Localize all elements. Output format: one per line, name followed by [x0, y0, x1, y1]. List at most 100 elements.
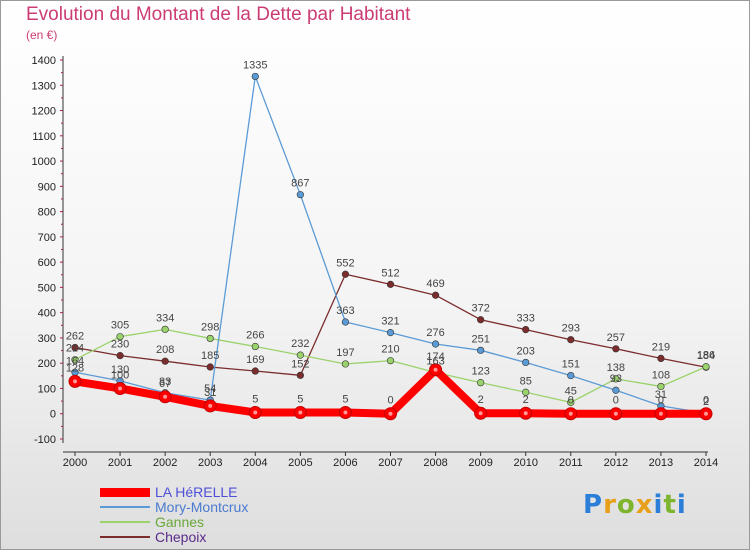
logo-letter: i: [653, 490, 664, 520]
x-tick-label: 2001: [108, 457, 132, 469]
y-tick-label: 1300: [32, 80, 56, 92]
data-point: [341, 360, 350, 368]
data-label: 184: [697, 350, 715, 362]
data-label: 333: [517, 313, 535, 325]
y-tick-label: 600: [38, 257, 56, 269]
data-point: [251, 342, 259, 351]
logo-letter: x: [635, 490, 654, 520]
data-label: 232: [291, 338, 309, 350]
data-point: [251, 367, 259, 375]
x-tick-label: 2004: [243, 457, 267, 469]
data-label: 372: [471, 303, 489, 315]
data-label: 552: [336, 257, 354, 269]
data-label: 230: [111, 339, 129, 351]
data-point-center: [163, 394, 168, 399]
y-tick-label: 1100: [32, 131, 56, 143]
data-point: [431, 291, 440, 299]
legend-label: Gannes: [155, 514, 205, 530]
data-label: 67: [159, 378, 171, 390]
data-label: 0: [658, 395, 664, 407]
data-label: 100: [111, 369, 129, 381]
legend-label: Chepoix: [155, 529, 207, 545]
data-point: [702, 363, 710, 371]
legend-swatch: [100, 506, 150, 508]
data-label: 2: [478, 394, 484, 406]
data-point: [116, 333, 124, 341]
y-tick-label: -100: [34, 434, 56, 446]
logo-letter: r: [603, 490, 617, 520]
data-point-center: [298, 410, 303, 415]
data-point: [71, 343, 79, 352]
data-label: 128: [66, 362, 84, 374]
chart-subtitle: (en €): [26, 28, 58, 42]
x-tick-label: 2011: [559, 457, 583, 469]
data-point-center: [208, 403, 213, 408]
y-tick-label: 700: [38, 232, 56, 244]
data-point-center: [253, 410, 258, 415]
y-tick-label: 1400: [32, 55, 56, 67]
data-label: 83: [159, 376, 171, 388]
data-label: 85: [520, 375, 532, 387]
data-point-center: [433, 367, 438, 372]
data-label: 203: [517, 345, 535, 357]
data-label: 152: [291, 358, 309, 370]
data-point-center: [613, 411, 618, 416]
data-point-center: [118, 386, 123, 391]
data-label: 208: [156, 344, 174, 356]
data-point-center: [343, 410, 348, 415]
y-tick-label: 400: [38, 308, 56, 320]
data-point: [296, 191, 304, 199]
data-label: 321: [381, 316, 399, 328]
data-label: 5: [297, 393, 303, 405]
data-point-center: [658, 411, 663, 416]
data-label: 219: [652, 341, 670, 353]
x-tick-label: 2009: [468, 457, 492, 469]
x-tick-label: 2012: [604, 457, 628, 469]
data-point: [341, 270, 350, 278]
data-label: 251: [471, 333, 489, 345]
x-tick-label: 2000: [63, 457, 87, 469]
data-label: 174: [426, 351, 444, 363]
data-point: [161, 325, 169, 333]
data-point: [612, 375, 620, 383]
data-point: [296, 371, 304, 379]
data-label: 257: [607, 332, 625, 344]
y-tick-label: 900: [38, 181, 56, 193]
data-point: [386, 280, 395, 288]
data-label: 214: [66, 343, 84, 355]
data-point: [251, 72, 259, 81]
x-tick-label: 2007: [378, 457, 402, 469]
legend-label: LA HéRELLE: [155, 484, 238, 500]
data-point: [386, 357, 395, 365]
data-point-center: [523, 411, 528, 416]
data-label: 298: [201, 321, 219, 333]
x-tick-label: 2006: [333, 457, 357, 469]
data-label: 123: [471, 366, 489, 378]
data-point-center: [388, 411, 393, 416]
data-label: 363: [336, 305, 354, 317]
logo-letter: P: [583, 490, 604, 520]
data-point: [567, 398, 575, 406]
data-label: 5: [342, 393, 348, 405]
data-label: 0: [568, 395, 574, 407]
data-point: [296, 351, 304, 359]
data-label: 185: [201, 350, 219, 362]
data-point: [522, 325, 530, 334]
data-label: 93: [610, 373, 622, 385]
y-tick-label: 300: [38, 333, 56, 345]
x-tick-label: 2013: [649, 457, 673, 469]
data-point: [341, 318, 350, 326]
data-point: [612, 386, 620, 394]
legend-swatch: [100, 521, 150, 523]
logo-letter: i: [676, 490, 687, 520]
y-tick-label: 500: [38, 282, 56, 294]
y-tick-label: 0: [50, 409, 56, 421]
data-point-center: [478, 411, 483, 416]
data-label: 266: [246, 330, 264, 342]
x-tick-label: 2014: [694, 457, 718, 469]
data-point: [431, 340, 440, 348]
legend-swatch: [100, 536, 150, 538]
data-point: [567, 371, 575, 380]
